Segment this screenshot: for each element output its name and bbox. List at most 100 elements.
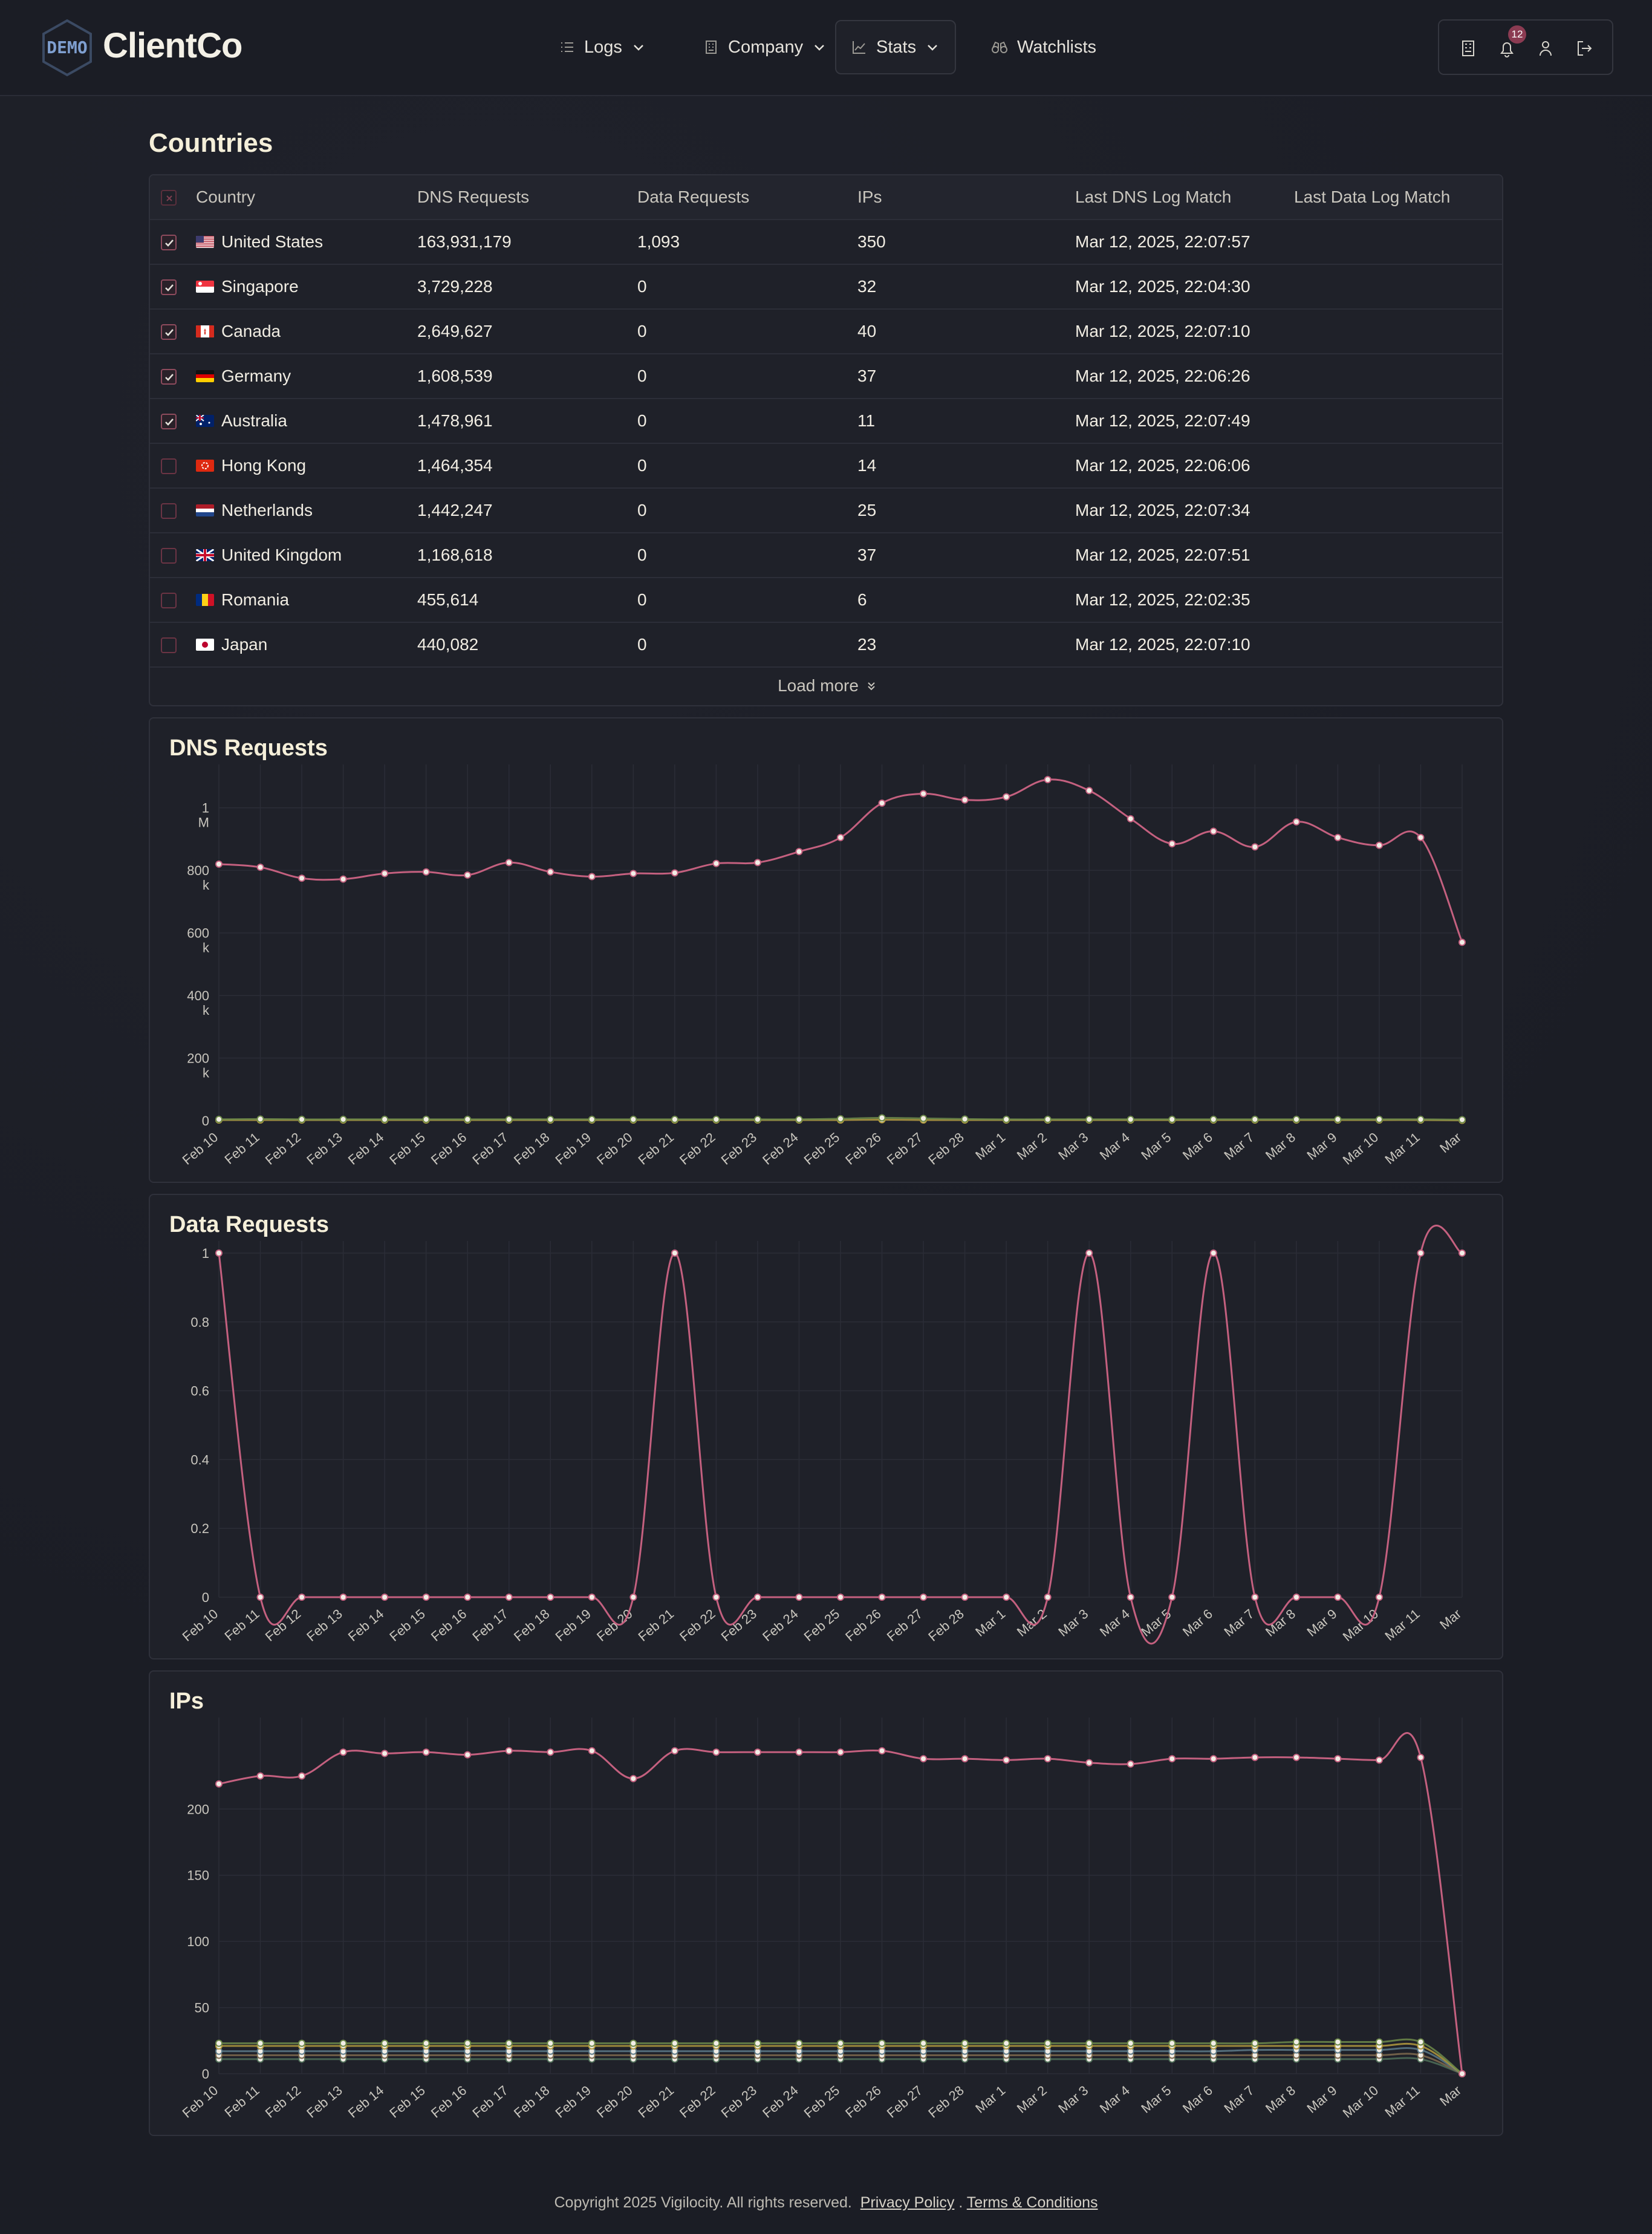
building-icon[interactable] bbox=[1457, 37, 1479, 59]
data-point[interactable] bbox=[920, 2039, 928, 2047]
row-checkbox[interactable] bbox=[161, 414, 177, 429]
data-point[interactable] bbox=[837, 833, 844, 841]
column-header-data-requests[interactable]: Data Requests bbox=[637, 187, 750, 206]
table-row[interactable]: Netherlands 1,442,247 0 25 Mar 12, 2025, 22:… bbox=[150, 489, 1502, 533]
data-point[interactable] bbox=[422, 2039, 430, 2047]
data-point[interactable] bbox=[1003, 2039, 1010, 2047]
data-point[interactable] bbox=[1334, 1755, 1342, 1763]
data-point[interactable] bbox=[961, 1594, 969, 1601]
nav-logs[interactable]: Logs bbox=[544, 20, 661, 74]
data-point[interactable] bbox=[671, 1249, 678, 1257]
data-point[interactable] bbox=[712, 1594, 720, 1601]
data-point[interactable] bbox=[298, 1594, 306, 1601]
data-point[interactable] bbox=[1459, 1116, 1466, 1124]
data-point[interactable] bbox=[1209, 1115, 1217, 1123]
table-row[interactable]: United Kingdom 1,168,618 0 37 Mar 12, 2025, … bbox=[150, 533, 1502, 578]
data-point[interactable] bbox=[1459, 2070, 1466, 2077]
data-point[interactable] bbox=[920, 790, 928, 798]
logo-icon[interactable]: DEMO bbox=[37, 18, 97, 77]
data-point[interactable] bbox=[837, 1115, 844, 1122]
user-icon[interactable] bbox=[1535, 37, 1556, 59]
data-point[interactable] bbox=[588, 873, 596, 881]
data-point[interactable] bbox=[422, 1115, 430, 1123]
data-point[interactable] bbox=[547, 2039, 554, 2047]
data-point[interactable] bbox=[505, 859, 513, 867]
data-point[interactable] bbox=[1334, 1115, 1342, 1123]
data-point[interactable] bbox=[1251, 1594, 1259, 1601]
data-point[interactable] bbox=[505, 2039, 513, 2047]
data-point[interactable] bbox=[712, 1115, 720, 1123]
data-point[interactable] bbox=[1417, 1753, 1425, 1761]
nav-company[interactable]: Company bbox=[688, 20, 842, 74]
data-point[interactable] bbox=[256, 864, 264, 871]
data-point[interactable] bbox=[1085, 1759, 1093, 1767]
data-point[interactable] bbox=[712, 2039, 720, 2047]
data-point[interactable] bbox=[464, 1751, 472, 1759]
nav-watchlists[interactable]: Watchlists bbox=[976, 20, 1111, 74]
data-point[interactable] bbox=[1292, 1753, 1300, 1761]
data-point[interactable] bbox=[1003, 1115, 1010, 1123]
data-point[interactable] bbox=[1003, 1594, 1010, 1601]
data-point[interactable] bbox=[1292, 818, 1300, 826]
table-row[interactable]: Canada 2,649,627 0 40 Mar 12, 2025, 22:07:10 bbox=[150, 310, 1502, 354]
data-point[interactable] bbox=[1085, 2039, 1093, 2047]
data-point[interactable] bbox=[1085, 1249, 1093, 1257]
column-header-dns-requests[interactable]: DNS Requests bbox=[417, 187, 530, 206]
data-point[interactable] bbox=[381, 1115, 389, 1123]
data-point[interactable] bbox=[339, 1115, 347, 1123]
data-point[interactable] bbox=[795, 2039, 803, 2047]
data-point[interactable] bbox=[671, 869, 678, 877]
data-point[interactable] bbox=[1168, 1115, 1176, 1123]
logout-icon[interactable] bbox=[1573, 37, 1595, 59]
row-checkbox[interactable] bbox=[161, 548, 177, 564]
data-point[interactable] bbox=[1417, 1115, 1425, 1123]
data-point[interactable] bbox=[878, 799, 886, 807]
column-header-country[interactable]: Country bbox=[196, 187, 256, 206]
load-more-button[interactable]: Load more bbox=[150, 665, 1502, 705]
data-point[interactable] bbox=[753, 2039, 761, 2047]
data-point[interactable] bbox=[961, 2039, 969, 2047]
data-point[interactable] bbox=[1044, 776, 1052, 784]
data-point[interactable] bbox=[1044, 1115, 1052, 1123]
data-point[interactable] bbox=[961, 796, 969, 804]
data-point[interactable] bbox=[795, 1115, 803, 1123]
data-point[interactable] bbox=[1459, 939, 1466, 946]
data-point[interactable] bbox=[629, 870, 637, 878]
data-point[interactable] bbox=[1085, 1115, 1093, 1123]
data-point[interactable] bbox=[505, 1115, 513, 1123]
data-point[interactable] bbox=[464, 871, 472, 879]
data-point[interactable] bbox=[837, 1594, 844, 1601]
data-point[interactable] bbox=[1168, 840, 1176, 848]
data-point[interactable] bbox=[1417, 1249, 1425, 1257]
data-point[interactable] bbox=[1044, 1594, 1052, 1601]
data-point[interactable] bbox=[339, 1748, 347, 1756]
data-point[interactable] bbox=[1417, 833, 1425, 841]
data-point[interactable] bbox=[1375, 1756, 1383, 1764]
data-point[interactable] bbox=[256, 1772, 264, 1780]
data-point[interactable] bbox=[339, 2039, 347, 2047]
data-point[interactable] bbox=[547, 1748, 554, 1756]
data-point[interactable] bbox=[1292, 2038, 1300, 2046]
data-point[interactable] bbox=[1044, 1755, 1052, 1763]
row-checkbox[interactable] bbox=[161, 324, 177, 340]
column-header-last-dns-log-match[interactable]: Last DNS Log Match bbox=[1075, 187, 1232, 206]
data-point[interactable] bbox=[920, 1115, 928, 1122]
data-point[interactable] bbox=[298, 1772, 306, 1780]
data-point[interactable] bbox=[1127, 1115, 1134, 1123]
row-checkbox[interactable] bbox=[161, 458, 177, 474]
data-point[interactable] bbox=[588, 1115, 596, 1123]
data-point[interactable] bbox=[298, 874, 306, 882]
data-point[interactable] bbox=[753, 1594, 761, 1601]
data-point[interactable] bbox=[1003, 793, 1010, 801]
data-point[interactable] bbox=[381, 870, 389, 878]
data-point[interactable] bbox=[1209, 2039, 1217, 2047]
data-point[interactable] bbox=[547, 868, 554, 876]
data-point[interactable] bbox=[1251, 1115, 1259, 1123]
terms-link[interactable]: Terms & Conditions bbox=[966, 2194, 1098, 2211]
data-point[interactable] bbox=[1375, 841, 1383, 849]
data-point[interactable] bbox=[505, 1747, 513, 1755]
data-point[interactable] bbox=[1168, 1755, 1176, 1763]
data-point[interactable] bbox=[339, 875, 347, 883]
data-point[interactable] bbox=[629, 1115, 637, 1123]
data-point[interactable] bbox=[588, 1594, 596, 1601]
